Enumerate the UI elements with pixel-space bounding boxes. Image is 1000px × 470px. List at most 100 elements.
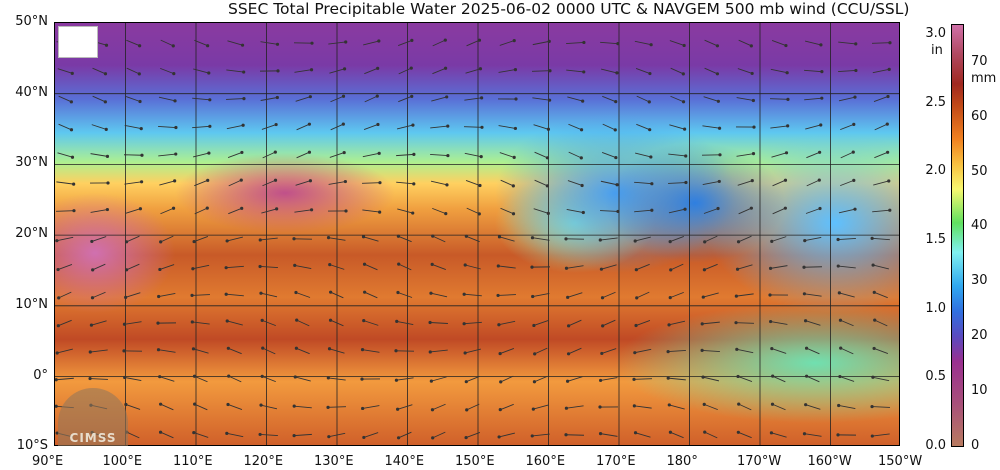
- wind-arrowhead: [224, 292, 228, 296]
- wind-streamline: [770, 68, 788, 74]
- wind-streamline: [294, 69, 312, 73]
- wind-streamline: [770, 265, 788, 269]
- wind-streamline: [294, 433, 312, 437]
- wind-streamline: [57, 68, 73, 74]
- wind-streamline: [873, 180, 889, 186]
- wind-streamline: [566, 69, 584, 73]
- wind-streamline: [704, 67, 718, 75]
- wind-streamline: [874, 291, 888, 299]
- wind-arrowhead: [786, 124, 790, 128]
- wind-streamline: [635, 432, 651, 438]
- wind-arrowhead: [410, 94, 414, 98]
- wind-streamline: [838, 265, 856, 269]
- lat-label: 50°N: [15, 14, 48, 29]
- wind-arrowhead: [431, 436, 435, 440]
- wind-streamline: [838, 96, 856, 102]
- wind-streamline: [124, 124, 142, 130]
- wind-arrowhead: [716, 99, 720, 103]
- wind-arrowhead: [581, 99, 585, 103]
- wind-streamline: [668, 182, 686, 184]
- wind-arrowhead: [820, 70, 824, 74]
- colorbar-in-tick: 2.0: [925, 163, 946, 179]
- wind-arrowhead: [445, 95, 449, 99]
- wind-streamline: [126, 431, 140, 439]
- wind-streamline: [873, 264, 889, 270]
- wind-arrowhead: [533, 352, 537, 356]
- wind-streamline: [668, 377, 686, 381]
- wind-streamline: [226, 98, 244, 100]
- wind-arrowhead: [749, 44, 753, 48]
- lon-label: 180°: [666, 454, 698, 469]
- wind-arrowhead: [137, 72, 141, 76]
- wind-streamline: [670, 95, 684, 103]
- wind-streamline: [396, 181, 414, 185]
- wind-arrowhead: [173, 179, 177, 183]
- lon-label: 90°E: [32, 454, 64, 469]
- wind-streamline: [398, 235, 412, 243]
- colorbar-mm-tick: 0: [971, 438, 980, 453]
- wind-streamline: [192, 321, 210, 325]
- wind-streamline: [296, 123, 310, 131]
- lon-label: 130°E: [314, 454, 354, 469]
- wind-streamline: [160, 39, 174, 47]
- wind-streamline: [703, 96, 719, 102]
- colorbar-mm-tick: 10: [971, 383, 988, 399]
- wind-streamline: [806, 347, 820, 355]
- wind-streamline: [703, 292, 719, 298]
- wind-streamline: [56, 181, 74, 185]
- wind-arrowhead: [224, 266, 228, 270]
- wind-streamline: [804, 40, 822, 46]
- colorbar-mm-unit: mm: [971, 71, 997, 86]
- wind-arrowhead: [839, 346, 843, 350]
- wind-streamline: [91, 236, 107, 242]
- wind-streamline: [634, 40, 652, 46]
- wind-arrowhead: [396, 436, 401, 440]
- wind-arrowhead: [171, 206, 176, 210]
- wind-arrowhead: [666, 376, 670, 380]
- wind-arrowhead: [158, 267, 162, 272]
- wind-arrowhead: [409, 66, 413, 70]
- wind-streamline: [160, 235, 174, 243]
- wind-streamline: [702, 125, 720, 129]
- wind-arrowhead: [545, 156, 550, 160]
- wind-arrowhead: [329, 290, 333, 294]
- wind-arrowhead: [156, 321, 160, 325]
- wind-arrowhead: [429, 379, 433, 383]
- wind-arrowhead: [173, 99, 177, 103]
- wind-arrowhead: [530, 236, 535, 240]
- wind-streamline: [770, 98, 788, 100]
- lat-label: 10°N: [15, 296, 48, 312]
- wind-arrowhead: [57, 296, 61, 300]
- wind-arrowhead: [55, 431, 59, 435]
- wind-arrowhead: [511, 212, 516, 216]
- wind-streamline: [159, 180, 175, 186]
- wind-streamline: [872, 42, 890, 44]
- wind-arrowhead: [579, 128, 584, 132]
- wind-streamline: [500, 207, 514, 215]
- wind-streamline: [432, 67, 446, 75]
- wind-arrowhead: [683, 207, 687, 211]
- wind-arrowhead: [514, 97, 518, 101]
- wind-streamline: [58, 291, 72, 299]
- wind-arrowhead: [532, 323, 536, 328]
- wind-arrowhead: [613, 128, 617, 132]
- wind-streamline: [296, 319, 310, 327]
- wind-arrowhead: [464, 380, 468, 384]
- wind-arrowhead: [614, 100, 618, 104]
- wind-arrowhead: [91, 268, 95, 272]
- wind-streamline: [226, 69, 244, 73]
- wind-arrowhead: [715, 44, 720, 48]
- wind-arrowhead: [784, 151, 789, 155]
- wind-arrowhead: [138, 207, 143, 211]
- wind-streamline: [600, 210, 618, 212]
- wind-arrowhead: [633, 431, 638, 435]
- wind-arrowhead: [226, 402, 230, 407]
- wind-arrowhead: [649, 43, 653, 47]
- wind-streamline: [329, 264, 345, 270]
- wind-arrowhead: [480, 96, 484, 100]
- wind-arrowhead: [566, 352, 571, 356]
- wind-streamline: [533, 124, 549, 130]
- wind-streamline: [566, 42, 584, 44]
- wind-streamline: [498, 265, 516, 269]
- ssec-logo: [58, 26, 98, 58]
